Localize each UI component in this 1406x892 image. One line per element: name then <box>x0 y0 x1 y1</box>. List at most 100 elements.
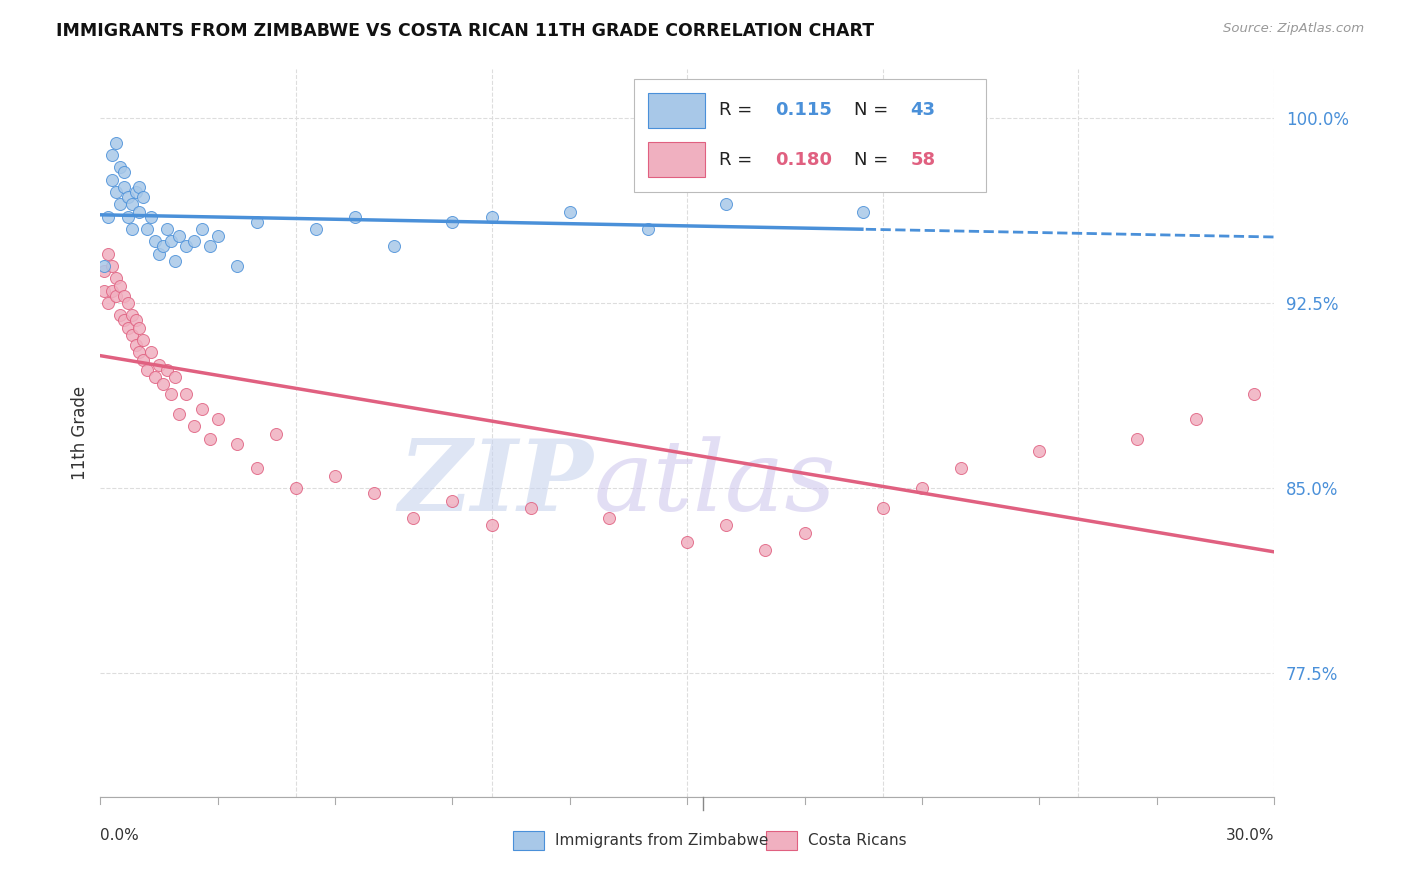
Text: Immigrants from Zimbabwe: Immigrants from Zimbabwe <box>555 833 769 848</box>
Point <box>128 204 150 219</box>
Point <box>124 338 146 352</box>
Point <box>105 288 128 302</box>
Point <box>117 320 139 334</box>
Point <box>132 333 155 347</box>
Point <box>132 190 155 204</box>
Point <box>183 419 205 434</box>
Point <box>108 278 131 293</box>
Point <box>167 229 190 244</box>
Point <box>105 185 128 199</box>
Point <box>156 362 179 376</box>
Point <box>112 180 135 194</box>
Point <box>481 518 503 533</box>
Point <box>207 229 229 244</box>
Text: Source: ZipAtlas.com: Source: ZipAtlas.com <box>1223 22 1364 36</box>
Text: 43: 43 <box>910 101 935 119</box>
Point <box>246 214 269 228</box>
Point <box>1028 444 1050 458</box>
Point <box>141 345 163 359</box>
Point <box>1243 387 1265 401</box>
Point <box>124 185 146 199</box>
Point <box>105 271 128 285</box>
Point <box>159 235 181 249</box>
Point <box>128 320 150 334</box>
Text: atlas: atlas <box>593 436 837 532</box>
Point <box>105 136 128 150</box>
Point <box>676 535 699 549</box>
FancyBboxPatch shape <box>634 79 987 193</box>
Point <box>117 190 139 204</box>
Point <box>101 172 124 186</box>
Point <box>121 197 143 211</box>
Text: N =: N = <box>853 101 894 119</box>
Point <box>112 165 135 179</box>
Point <box>911 481 934 495</box>
Point <box>246 461 269 475</box>
Point <box>558 204 581 219</box>
Point <box>183 235 205 249</box>
Point <box>176 239 198 253</box>
Point <box>136 362 159 376</box>
Text: 0.180: 0.180 <box>775 151 832 169</box>
Point <box>872 500 894 515</box>
Point <box>159 387 181 401</box>
Point <box>191 222 214 236</box>
Text: 0.0%: 0.0% <box>100 828 139 843</box>
Text: ZIP: ZIP <box>398 435 593 532</box>
Point <box>136 222 159 236</box>
Text: 30.0%: 30.0% <box>1226 828 1274 843</box>
Point <box>156 222 179 236</box>
Point <box>148 246 170 260</box>
Point <box>716 518 738 533</box>
Text: R =: R = <box>718 101 758 119</box>
Point <box>226 436 249 450</box>
Point <box>441 493 464 508</box>
Point <box>1126 432 1149 446</box>
Text: R =: R = <box>718 151 758 169</box>
Point <box>198 239 221 253</box>
Point <box>163 370 186 384</box>
Point <box>97 210 120 224</box>
Point <box>167 407 190 421</box>
Point <box>117 210 139 224</box>
Point <box>198 432 221 446</box>
Point <box>481 210 503 224</box>
Point <box>121 222 143 236</box>
Point <box>101 148 124 162</box>
Point <box>101 259 124 273</box>
Point <box>112 288 135 302</box>
Point <box>124 313 146 327</box>
Point <box>716 197 738 211</box>
Point <box>101 284 124 298</box>
Point <box>108 309 131 323</box>
Point <box>191 402 214 417</box>
Point <box>402 510 425 524</box>
Point <box>143 370 166 384</box>
Point <box>148 358 170 372</box>
Point <box>93 259 115 273</box>
Point <box>152 377 174 392</box>
Point <box>117 296 139 310</box>
Point <box>143 235 166 249</box>
Point <box>793 525 815 540</box>
Point <box>382 239 405 253</box>
FancyBboxPatch shape <box>648 142 704 177</box>
Point <box>284 481 307 495</box>
Point <box>637 222 659 236</box>
Point <box>304 222 326 236</box>
Point <box>207 412 229 426</box>
Point <box>141 210 163 224</box>
Point <box>343 210 366 224</box>
Text: 0.115: 0.115 <box>775 101 832 119</box>
Point <box>128 180 150 194</box>
Point <box>112 313 135 327</box>
Text: IMMIGRANTS FROM ZIMBABWE VS COSTA RICAN 11TH GRADE CORRELATION CHART: IMMIGRANTS FROM ZIMBABWE VS COSTA RICAN … <box>56 22 875 40</box>
Point <box>226 259 249 273</box>
Point <box>108 197 131 211</box>
Point <box>152 239 174 253</box>
Point <box>950 461 973 475</box>
Point <box>93 284 115 298</box>
Point <box>128 345 150 359</box>
Text: Costa Ricans: Costa Ricans <box>808 833 907 848</box>
Point <box>519 500 541 515</box>
